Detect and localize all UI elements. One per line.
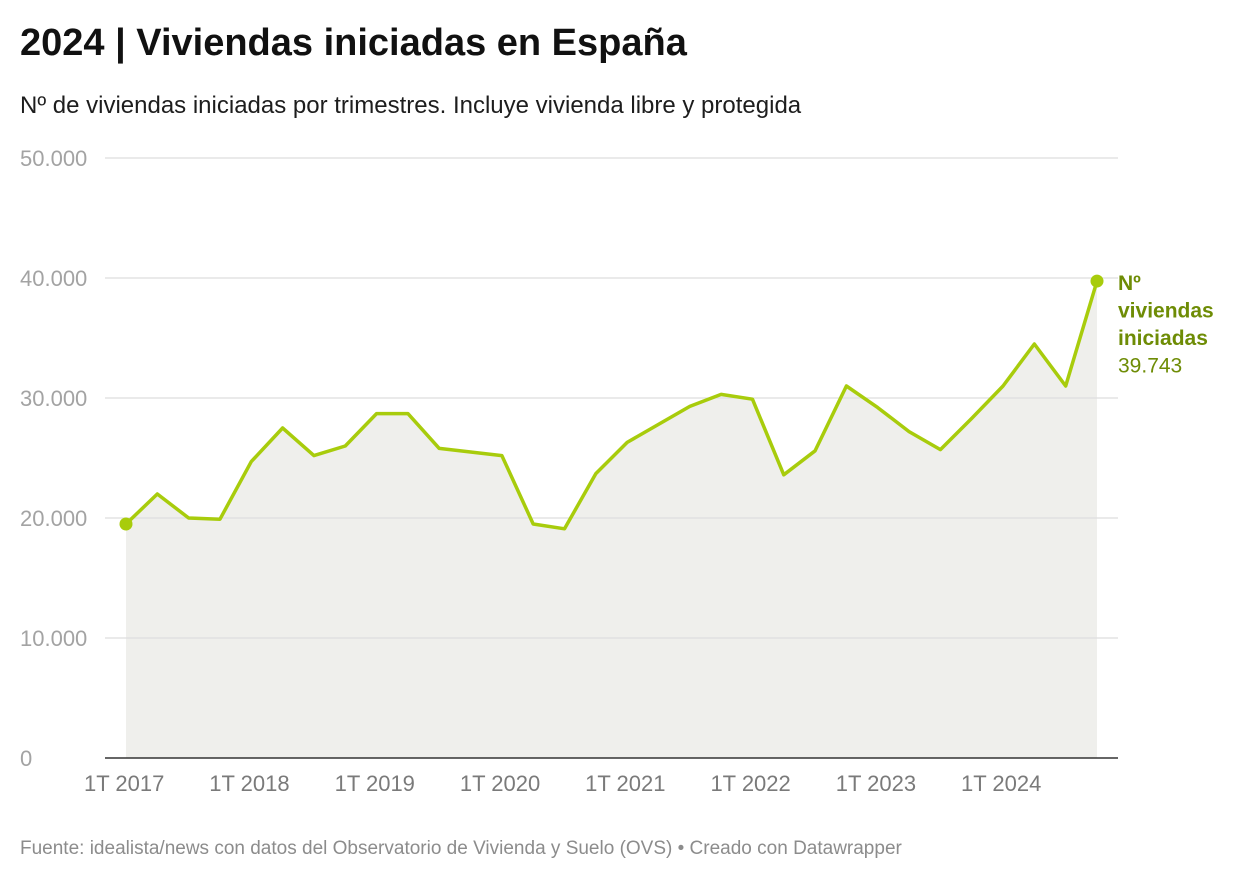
x-tick-label: 1T 2020 xyxy=(460,771,540,796)
y-tick-label: 0 xyxy=(20,746,32,771)
series-name-label: viviendas xyxy=(1118,300,1214,323)
source-footer: Fuente: idealista/news con datos del Obs… xyxy=(20,838,902,859)
y-tick-label: 30.000 xyxy=(20,386,87,411)
y-tick-label: 10.000 xyxy=(20,626,87,651)
line-chart: 0 10.000 20.000 30.000 40.000 50.000 1T 2017 1T… xyxy=(20,146,1214,796)
y-tick-label: 20.000 xyxy=(20,506,87,531)
series-name-label: iniciadas xyxy=(1118,327,1208,350)
y-tick-label: 50.000 xyxy=(20,146,87,171)
x-tick-label: 1T 2024 xyxy=(961,771,1041,796)
area-fill xyxy=(126,281,1097,758)
chart-subtitle: Nº de viviendas iniciadas por trimestres… xyxy=(20,92,802,119)
x-tick-label: 1T 2022 xyxy=(710,771,790,796)
series-name-label: Nº xyxy=(1118,272,1141,295)
last-value-label: 39.743 xyxy=(1118,355,1182,378)
x-tick-label: 1T 2019 xyxy=(335,771,415,796)
x-tick-label: 1T 2021 xyxy=(585,771,665,796)
end-point-marker xyxy=(1090,274,1104,288)
chart-title: 2024 | Viviendas iniciadas en España xyxy=(20,22,687,64)
x-tick-label: 1T 2023 xyxy=(836,771,916,796)
x-tick-label: 1T 2018 xyxy=(209,771,289,796)
series-line xyxy=(124,279,1099,531)
y-tick-label: 40.000 xyxy=(20,266,87,291)
x-tick-label: 1T 2017 xyxy=(84,771,164,796)
start-point-marker xyxy=(119,517,133,531)
